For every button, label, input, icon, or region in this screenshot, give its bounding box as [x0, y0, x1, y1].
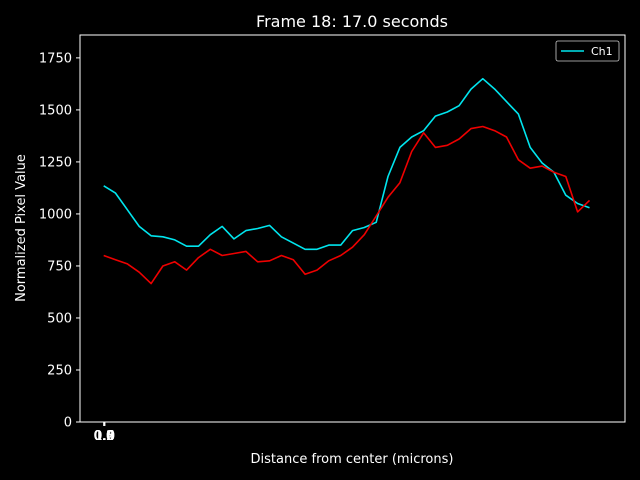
chart-title: Frame 18: 17.0 seconds: [256, 12, 448, 31]
y-tick-label: 1500: [39, 103, 72, 118]
y-tick-label: 0: [64, 416, 72, 431]
legend-box: [555, 40, 620, 62]
legend-label: Ch1: [591, 45, 613, 58]
y-tick-label: 1000: [39, 207, 72, 222]
y-tick-label: 750: [47, 259, 72, 274]
x-tick-label: 0.8: [94, 429, 115, 444]
x-axis-label: Distance from center (microns): [251, 452, 454, 467]
x-tick-label: 0.0: [93, 429, 114, 444]
legend: Ch1: [555, 40, 620, 62]
series-line-2: [103, 125, 591, 285]
series-line-1: [103, 77, 590, 251]
y-tick-label: 1250: [39, 155, 72, 170]
x-tick-label: 1.0: [95, 429, 116, 444]
x-tick-label: 0.4: [94, 429, 115, 444]
x-tick-label: 0.2: [94, 429, 115, 444]
y-axis-label: Normalized Pixel Value: [14, 154, 29, 302]
y-tick-label: 1750: [39, 51, 72, 66]
y-tick-label: 500: [47, 311, 72, 326]
plot-area: [103, 77, 591, 285]
x-tick-label: 0.6: [94, 429, 115, 444]
y-tick-label: 250: [47, 363, 72, 378]
plot-frame: [79, 34, 626, 423]
y-axis: 0 250 500 750 1000 1250 1500 1750: [39, 51, 80, 431]
x-axis: 0.00.20.40.60.81.0: [93, 422, 115, 444]
